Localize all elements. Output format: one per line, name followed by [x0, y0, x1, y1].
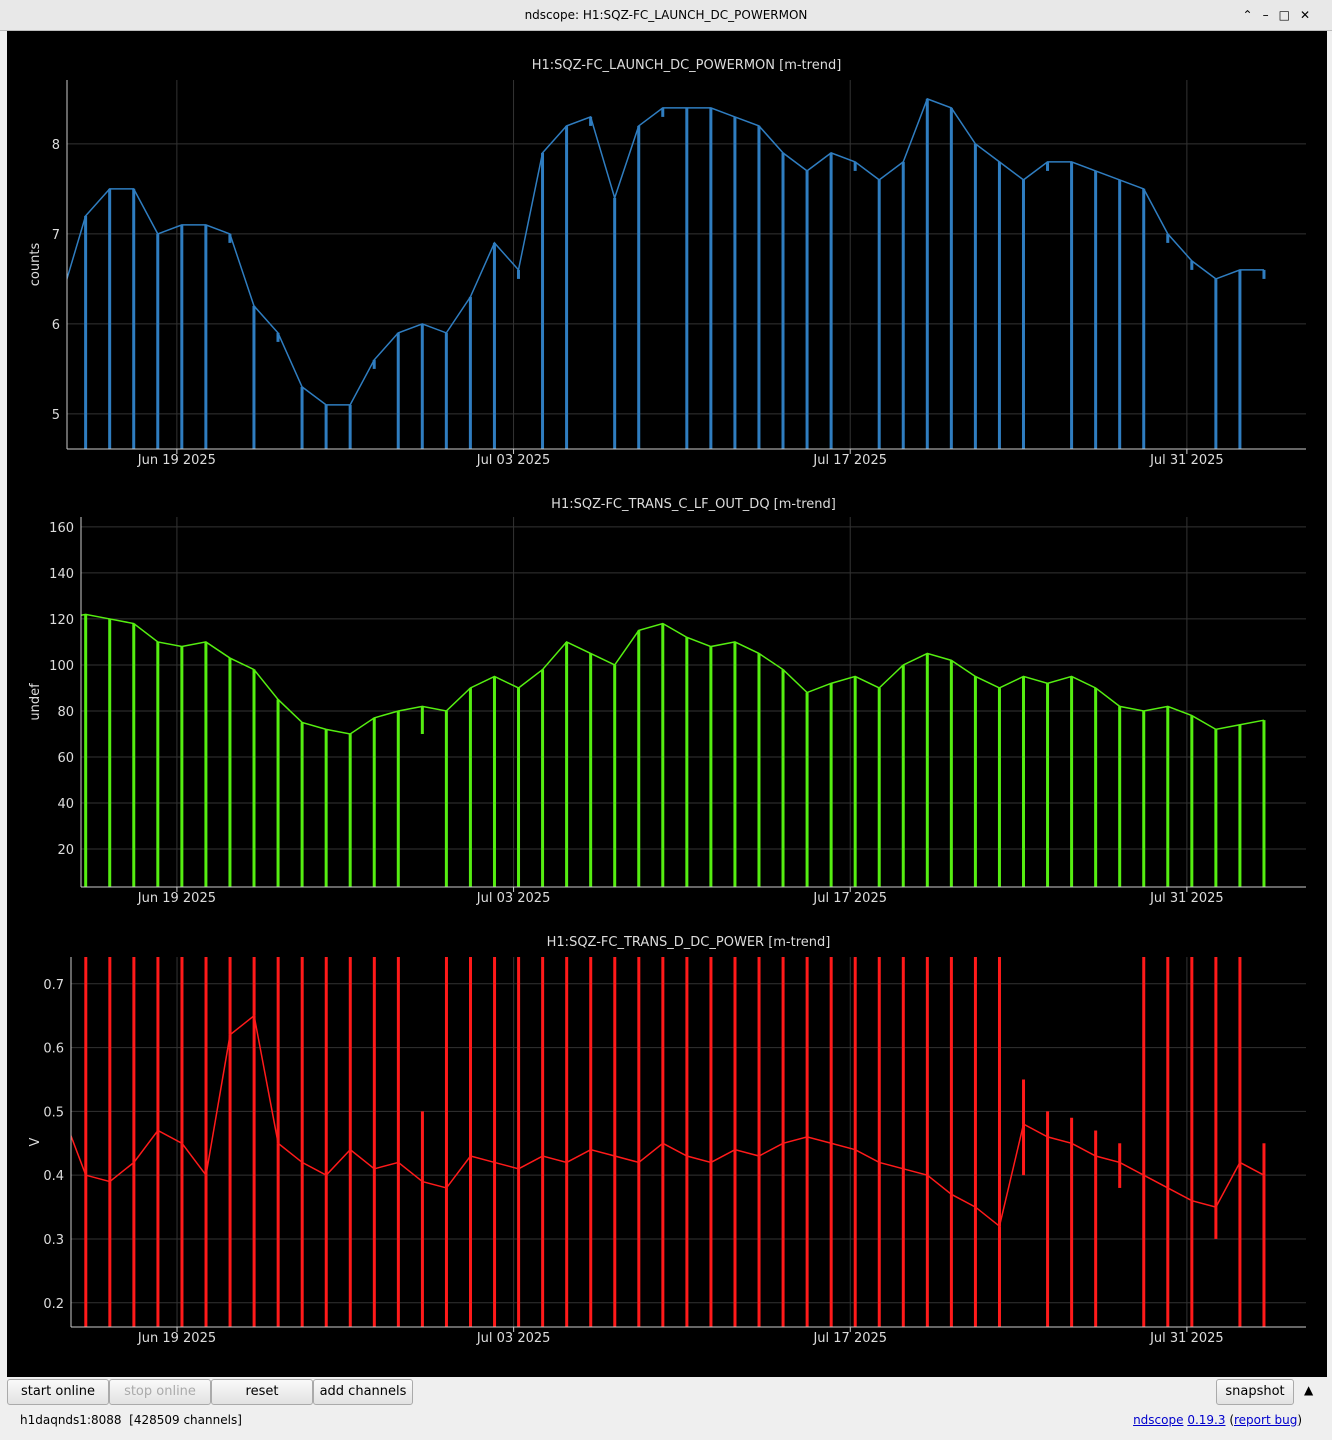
plot-group	[81, 517, 1306, 887]
y-tick-label: 8	[52, 138, 60, 153]
y-tick-label: 0.6	[43, 1042, 64, 1057]
x-tick-label: Jul 03 2025 19:04:03 UTC	[469, 1331, 557, 1350]
y-tick-label: 100	[49, 659, 74, 674]
paren: )	[1297, 1413, 1302, 1427]
y-tick-label: 5	[52, 408, 60, 423]
mean-trace	[81, 613, 1265, 735]
title-bar: ndscope: H1:SQZ-FC_LAUNCH_DC_POWERMON ⌃–…	[0, 0, 1332, 31]
reset-button[interactable]: reset	[211, 1379, 313, 1405]
y-tick-label: 120	[49, 613, 74, 628]
window-controls[interactable]: ⌃–□✕	[1242, 8, 1320, 22]
mean-trace	[67, 97, 1264, 406]
x-tick-label: Jun 19 2025 19:04:03 UTC	[133, 891, 221, 910]
add-channels-button[interactable]: add channels	[313, 1379, 413, 1405]
y-axis-label: counts	[28, 243, 43, 287]
label: snapshot	[1225, 1384, 1285, 1399]
plot-group	[71, 957, 1306, 1327]
version-link[interactable]: 0.19.3	[1187, 1413, 1226, 1427]
x-tick-label: Jul 17 2025 19:04:03 UTC	[806, 453, 894, 472]
bug-link[interactable]: report bug	[1234, 1413, 1298, 1427]
y-tick-label: 0.2	[43, 1297, 64, 1312]
window-title: ndscope: H1:SQZ-FC_LAUNCH_DC_POWERMON	[524, 8, 808, 22]
mean-trace	[71, 1014, 1265, 1228]
start-button[interactable]: start online	[7, 1379, 109, 1405]
y-tick-label: 40	[57, 797, 74, 812]
x-tick-label: Jun 19 2025 19:04:03 UTC	[133, 1331, 221, 1350]
y-tick-label: 160	[49, 521, 74, 536]
x-tick-label: Jul 31 2025 19:04:03 UTC	[1143, 1331, 1231, 1350]
label: add channels	[319, 1384, 407, 1399]
y-tick-label: 0.7	[43, 978, 64, 993]
snapshot-button[interactable]: snapshot	[1216, 1379, 1294, 1405]
label: stop online	[124, 1384, 196, 1399]
y-tick-label: 6	[52, 318, 60, 333]
chart-title: H1:SQZ-FC_TRANS_C_LF_OUT_DQ [m-trend]	[551, 497, 836, 512]
expand-arrow[interactable]: ▲	[1304, 1383, 1314, 1397]
y-tick-label: 140	[49, 567, 74, 582]
chart-title: H1:SQZ-FC_TRANS_D_DC_POWER [m-trend]	[547, 935, 831, 950]
x-tick-label: Jul 17 2025 19:04:03 UTC	[806, 891, 894, 910]
app-link[interactable]: ndscope	[1133, 1413, 1184, 1427]
x-tick-label: Jul 17 2025 19:04:03 UTC	[806, 1331, 894, 1350]
y-axis-label: V	[28, 1137, 43, 1146]
y-axis-label: undef	[28, 683, 43, 721]
y-tick-label: 0.4	[43, 1169, 64, 1184]
plots: H1:SQZ-FC_LAUNCH_DC_POWERMON [m-trend] co…	[28, 58, 1306, 1332]
x-tick-label: Jul 31 2025 19:04:03 UTC	[1143, 453, 1231, 472]
y-tick-label: 20	[57, 843, 74, 858]
y-tick-label: 80	[57, 705, 74, 720]
paren: (	[1229, 1413, 1234, 1427]
plot-area	[7, 31, 1327, 1377]
x-tick-label: Jun 19 2025 19:04:03 UTC	[133, 453, 221, 472]
server-status: h1daqnds1:8088 [428509 channels]	[20, 1413, 242, 1427]
label: start online	[20, 1384, 96, 1399]
y-tick-label: 60	[57, 751, 74, 766]
plot-group	[67, 80, 1306, 449]
y-tick-label: 7	[52, 228, 60, 243]
y-tick-label: 0.3	[43, 1233, 64, 1248]
version-info: ndscope 0.19.3 (report bug)	[1133, 1413, 1302, 1427]
y-tick-label: 0.5	[43, 1105, 64, 1120]
chart-title: H1:SQZ-FC_LAUNCH_DC_POWERMON [m-trend]	[532, 58, 842, 73]
label: reset	[245, 1384, 279, 1399]
x-tick-label: Jul 03 2025 19:04:03 UTC	[469, 453, 557, 472]
x-tick-label: Jul 03 2025 19:04:03 UTC	[469, 891, 557, 910]
stop-button[interactable]: stop online	[109, 1379, 211, 1405]
x-tick-label: Jul 31 2025 19:04:03 UTC	[1143, 891, 1231, 910]
